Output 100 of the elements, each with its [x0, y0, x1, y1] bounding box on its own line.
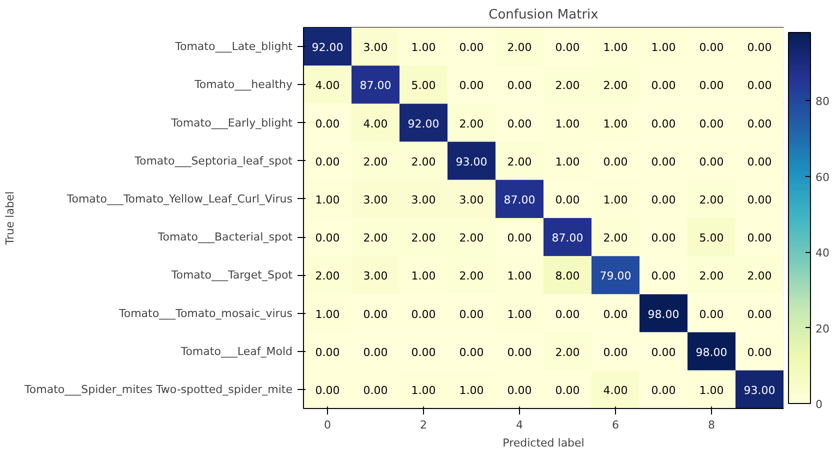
data-label: 0.00 [459, 308, 484, 321]
data-label: 0.00 [747, 155, 772, 168]
y-tick-label: Tomato___Spider_mites Two-spotted_spider_mite [24, 382, 293, 396]
data-label: 1.00 [411, 41, 436, 54]
data-label: 0.00 [651, 346, 676, 359]
data-label: 0.00 [363, 308, 388, 321]
data-label: 0.00 [507, 117, 532, 130]
data-label: 0.00 [699, 117, 724, 130]
data-label: 1.00 [315, 308, 340, 321]
data-label: 1.00 [699, 384, 724, 397]
data-label: 0.00 [555, 193, 580, 206]
data-label: 87.00 [552, 232, 584, 245]
data-label: 1.00 [603, 117, 628, 130]
color-bar-label: 0 [816, 398, 822, 411]
data-label: 8.00 [555, 270, 580, 283]
data-label: 79.00 [600, 270, 632, 283]
data-label: 2.00 [411, 232, 436, 245]
data-label: 0.00 [507, 384, 532, 397]
data-label: 2.00 [411, 155, 436, 168]
data-label: 0.00 [699, 155, 724, 168]
data-label: 1.00 [507, 308, 532, 321]
y-tick-label: Tomato___Leaf_Mold [180, 344, 292, 358]
data-label: 0.00 [699, 308, 724, 321]
data-label: 1.00 [651, 41, 676, 54]
data-label: 3.00 [363, 41, 388, 54]
data-label: 0.00 [699, 41, 724, 54]
data-label: 2.00 [507, 41, 532, 54]
color-bar-label: 80 [816, 95, 830, 108]
data-label: 0.00 [747, 117, 772, 130]
x-tick-label: 4 [516, 418, 523, 432]
data-label: 93.00 [744, 384, 776, 397]
data-label: 0.00 [315, 384, 340, 397]
y-tick-label: Tomato___Target_Spot [170, 268, 294, 282]
data-label: 1.00 [555, 155, 580, 168]
data-label: 0.00 [315, 232, 340, 245]
data-label: 4.00 [315, 79, 340, 92]
data-label: 2.00 [699, 270, 724, 283]
color-bar-label: 60 [816, 170, 830, 184]
data-label: 0.00 [651, 117, 676, 130]
data-label: 0.00 [315, 117, 340, 130]
data-label: 0.00 [603, 346, 628, 359]
y-tick-label: Tomato___Late_blight [174, 40, 294, 54]
data-label: 2.00 [699, 193, 724, 206]
y-tick-label: Tomato___Septoria_leaf_spot [134, 154, 294, 168]
data-label: 98.00 [648, 308, 680, 321]
data-label: 2.00 [603, 79, 628, 92]
data-label: 0.00 [747, 193, 772, 206]
data-label: 0.00 [315, 155, 340, 168]
data-label: 0.00 [555, 308, 580, 321]
chart-title: Confusion Matrix [488, 8, 599, 22]
data-label: 1.00 [459, 384, 484, 397]
data-label: 0.00 [411, 346, 436, 359]
color-bar-label: 20 [816, 322, 830, 336]
data-label: 2.00 [363, 232, 388, 245]
data-label: 0.00 [459, 346, 484, 359]
y-tick-label: Tomato___Tomato_mosaic_virus [118, 306, 293, 320]
data-label: 92.00 [408, 117, 440, 130]
data-label: 2.00 [459, 117, 484, 130]
y-tick-label: Tomato___Bacterial_spot [156, 230, 294, 244]
data-label: 2.00 [747, 270, 772, 283]
data-label: 0.00 [507, 232, 532, 245]
data-label: 0.00 [603, 155, 628, 168]
data-label: 2.00 [507, 155, 532, 168]
data-label: 1.00 [507, 270, 532, 283]
y-axis-title: True label [4, 191, 17, 246]
data-label: 2.00 [315, 270, 340, 283]
data-label: 2.00 [459, 232, 484, 245]
data-label: 5.00 [411, 79, 436, 92]
data-label: 1.00 [603, 41, 628, 54]
data-label: 2.00 [555, 79, 580, 92]
data-label: 98.00 [696, 346, 728, 359]
data-label: 2.00 [555, 346, 580, 359]
x-tick-label: 0 [324, 418, 331, 432]
data-label: 0.00 [315, 346, 340, 359]
x-axis-title: Predicted label [502, 436, 584, 450]
data-label: 92.00 [312, 41, 344, 54]
data-label: 0.00 [651, 270, 676, 283]
data-label: 2.00 [459, 270, 484, 283]
data-label: 0.00 [459, 41, 484, 54]
y-tick-label: Tomato___Tomato_Yellow_Leaf_Curl_Virus [66, 192, 293, 206]
data-label: 3.00 [411, 193, 436, 206]
data-label: 87.00 [360, 79, 392, 92]
data-label: 1.00 [411, 384, 436, 397]
data-label: 0.00 [555, 384, 580, 397]
data-label: 4.00 [603, 384, 628, 397]
data-label: 1.00 [315, 193, 340, 206]
data-label: 0.00 [651, 79, 676, 92]
data-label: 0.00 [651, 155, 676, 168]
color-bar-label: 40 [816, 246, 830, 260]
data-label: 5.00 [699, 232, 724, 245]
data-label: 87.00 [504, 193, 536, 206]
data-label: 0.00 [651, 193, 676, 206]
data-label: 0.00 [507, 79, 532, 92]
y-tick-label: Tomato___Early_blight [170, 116, 294, 130]
x-tick-label: 2 [420, 418, 427, 432]
data-label: 4.00 [363, 117, 388, 130]
data-label: 0.00 [747, 232, 772, 245]
data-label: 0.00 [411, 308, 436, 321]
data-label: 0.00 [555, 41, 580, 54]
data-label: 0.00 [747, 308, 772, 321]
